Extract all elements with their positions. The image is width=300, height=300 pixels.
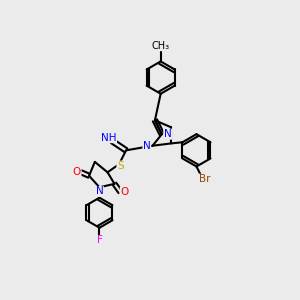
- Text: N: N: [164, 129, 172, 139]
- Text: O: O: [73, 167, 81, 177]
- Text: N: N: [143, 141, 151, 151]
- Text: CH₃: CH₃: [152, 41, 170, 51]
- Text: F: F: [97, 236, 102, 245]
- Text: N: N: [96, 187, 103, 196]
- Text: NH: NH: [101, 133, 116, 142]
- Text: Br: Br: [199, 174, 210, 184]
- Text: O: O: [120, 187, 128, 197]
- Text: S: S: [117, 161, 124, 171]
